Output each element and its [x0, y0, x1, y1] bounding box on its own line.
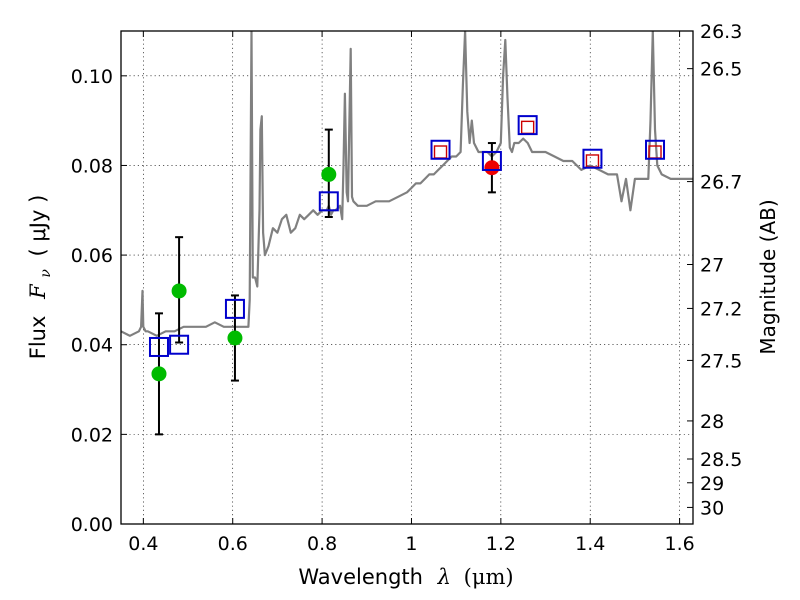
plot-frame [120, 30, 694, 525]
blue-square-marker [148, 336, 169, 357]
x-axis-label: Wavelength λ (μm) [298, 565, 513, 589]
blue-square-marker [430, 139, 451, 160]
blue-square-marker [645, 139, 666, 160]
x-tick-label: 0.4 [128, 533, 158, 555]
spectrum-line [121, 31, 693, 337]
y-tick-label: 0.00 [71, 514, 113, 536]
y-tick-label: 0.08 [71, 155, 113, 177]
right-tick-label: 27.5 [700, 350, 742, 372]
green-point [227, 330, 243, 346]
right-axis-label: Magnitude (AB) [756, 199, 780, 354]
blue-square-marker [169, 334, 190, 355]
right-tick-label: 28.5 [700, 449, 742, 471]
x-tick-label: 1.4 [575, 533, 605, 555]
blue-square-marker [517, 115, 538, 136]
y-tick-label: 0.02 [71, 424, 113, 446]
blue-square-marker [224, 298, 245, 319]
y-tick-label: 0.06 [71, 245, 113, 267]
x-tick-label: 0.6 [218, 533, 248, 555]
right-tick-label: 30 [700, 497, 724, 519]
green-point [151, 366, 167, 382]
right-tick-label: 27.2 [700, 298, 742, 320]
y-tick-label: 0.10 [71, 66, 113, 88]
green-point [171, 283, 187, 299]
right-tick-label: 26.3 [700, 21, 742, 43]
x-tick-label: 1 [405, 533, 417, 555]
right-tick-label: 26.5 [700, 59, 742, 81]
y-tick-label: 0.04 [71, 335, 113, 357]
x-tick-label: 1.6 [664, 533, 694, 555]
blue-square-marker [481, 150, 502, 171]
y-axis-label: Flux F ν ( μJy ) [26, 195, 55, 360]
right-tick-label: 26.7 [700, 172, 742, 194]
blue-square-marker [582, 148, 603, 169]
blue-square-marker [318, 191, 339, 212]
axis-ticks: 0.4 0.6 0.8 1 1.2 1.4 1.6 0.00 0.02 0.04 0.06 0.08 0… [71, 21, 743, 555]
plot-area [121, 31, 693, 436]
right-tick-label: 27 [700, 255, 724, 277]
x-tick-label: 0.8 [307, 533, 337, 555]
right-tick-label: 29 [700, 473, 724, 495]
green-point [321, 166, 337, 182]
x-tick-label: 1.2 [486, 533, 516, 555]
right-tick-label: 28 [700, 411, 724, 433]
red-point [484, 160, 500, 176]
